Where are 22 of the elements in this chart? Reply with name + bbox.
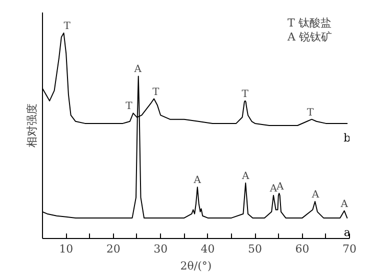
annotation: A [268, 183, 278, 194]
annotation: A [240, 171, 250, 182]
annotation: T [64, 21, 71, 32]
x-tick-label: 70 [342, 242, 356, 256]
annotation: A [340, 198, 349, 210]
x-tick-label: 40 [200, 242, 215, 256]
x-tick-label: 30 [154, 242, 168, 256]
annotation: T [126, 101, 133, 112]
y-axis-title: 相对强度 [26, 104, 38, 148]
annotation: A [192, 175, 202, 186]
x-tick-label: 20 [106, 242, 120, 256]
annotation: T [242, 88, 249, 100]
annotation: T [152, 86, 160, 98]
x-tick-label: 10 [59, 242, 74, 256]
text: T 钛酸盐 [288, 16, 332, 30]
x-tick-label: 60 [295, 242, 310, 256]
annotation: A [310, 190, 320, 201]
annotation: T [306, 107, 314, 118]
x-axis-title: 2θ/(°) [180, 260, 212, 272]
annotation: A [133, 64, 142, 76]
x-tick-label: 50 [248, 242, 262, 256]
annotation: A 锐钛矿 [286, 30, 332, 44]
